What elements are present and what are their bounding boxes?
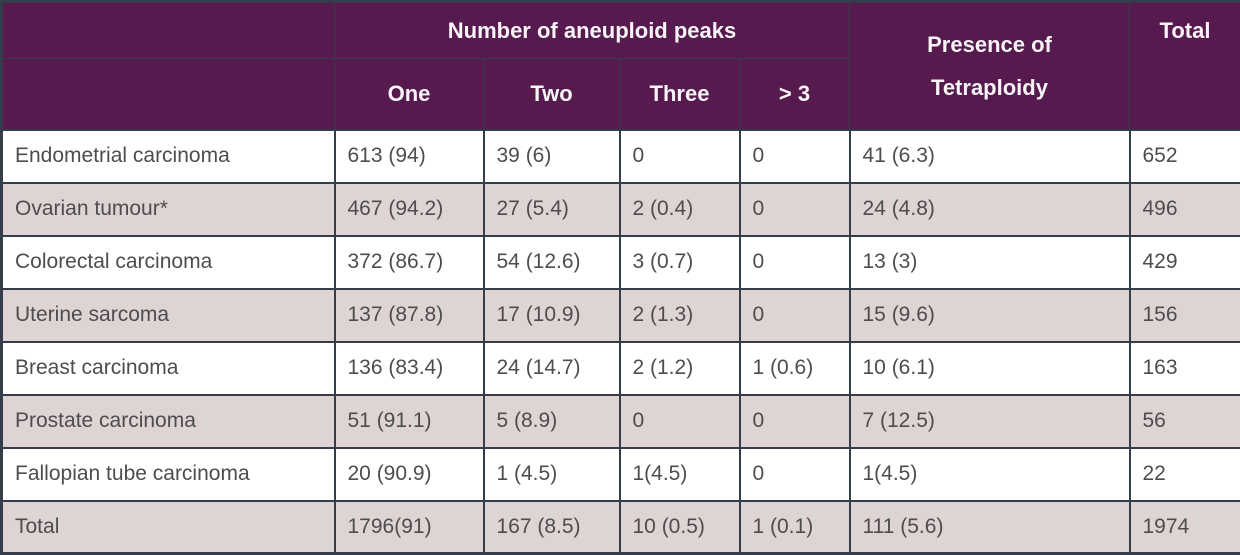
row-label-cell: Ovarian tumour* — [0, 181, 336, 237]
tetraploidy-cell: 10 (6.1) — [848, 340, 1131, 396]
peaks-one-cell: 467 (94.2) — [333, 181, 485, 237]
table-header: Number of aneuploid peaks Presence of Te… — [1, 1, 1240, 130]
total-cell: 22 — [1128, 446, 1240, 502]
header-sub-one: One — [334, 58, 484, 130]
table-row: Fallopian tube carcinoma 20 (90.9) 1 (4.… — [0, 446, 1240, 502]
peaks-three-cell: 1(4.5) — [618, 446, 741, 502]
peaks-three-cell: 3 (0.7) — [618, 234, 741, 290]
row-label-cell: Breast carcinoma — [0, 340, 336, 396]
peaks-three-cell: 10 (0.5) — [618, 499, 741, 555]
peaks-gt3-cell: 1 (0.1) — [738, 499, 851, 555]
total-cell: 156 — [1128, 287, 1240, 343]
table-row: Breast carcinoma 136 (83.4) 24 (14.7) 2 … — [0, 340, 1240, 396]
peaks-three-cell: 2 (1.3) — [618, 287, 741, 343]
peaks-two-cell: 39 (6) — [482, 128, 621, 184]
presence-line-1: Presence of — [927, 31, 1052, 57]
presence-line-2: Tetraploidy — [931, 74, 1048, 100]
table-row: Total 1796(91) 167 (8.5) 10 (0.5) 1 (0.1… — [0, 499, 1240, 555]
total-cell: 429 — [1128, 234, 1240, 290]
table-row: Prostate carcinoma 51 (91.1) 5 (8.9) 0 0… — [0, 393, 1240, 449]
header-group-aneuploid-peaks: Number of aneuploid peaks — [334, 1, 850, 59]
table-row: Uterine sarcoma 137 (87.8) 17 (10.9) 2 (… — [0, 287, 1240, 343]
header-presence-of-tetraploidy: Presence of Tetraploidy — [849, 1, 1130, 130]
tetraploidy-cell: 7 (12.5) — [848, 393, 1131, 449]
tetraploidy-cell: 111 (5.6) — [848, 499, 1131, 555]
peaks-three-cell: 0 — [618, 393, 741, 449]
peaks-one-cell: 613 (94) — [333, 128, 485, 184]
total-cell: 496 — [1128, 181, 1240, 237]
row-label-cell: Prostate carcinoma — [0, 393, 336, 449]
header-corner-cell-2 — [1, 58, 335, 130]
header-total: Total — [1129, 1, 1240, 130]
peaks-one-cell: 136 (83.4) — [333, 340, 485, 396]
peaks-gt3-cell: 0 — [738, 234, 851, 290]
table-row: Ovarian tumour* 467 (94.2) 27 (5.4) 2 (0… — [0, 181, 1240, 237]
peaks-one-cell: 1796(91) — [333, 499, 485, 555]
peaks-gt3-cell: 0 — [738, 181, 851, 237]
header-sub-two: Two — [483, 58, 620, 130]
peaks-three-cell: 0 — [618, 128, 741, 184]
peaks-two-cell: 24 (14.7) — [482, 340, 621, 396]
peaks-gt3-cell: 0 — [738, 128, 851, 184]
header-row-sub: One Two Three > 3 — [1, 58, 1240, 130]
tetraploidy-cell: 24 (4.8) — [848, 181, 1131, 237]
tetraploidy-cell: 15 (9.6) — [848, 287, 1131, 343]
peaks-two-cell: 167 (8.5) — [482, 499, 621, 555]
peaks-gt3-cell: 1 (0.6) — [738, 340, 851, 396]
header-corner-cell — [1, 1, 335, 59]
peaks-two-cell: 1 (4.5) — [482, 446, 621, 502]
row-label-cell: Uterine sarcoma — [0, 287, 336, 343]
peaks-gt3-cell: 0 — [738, 393, 851, 449]
table-row: Endometrial carcinoma 613 (94) 39 (6) 0 … — [0, 128, 1240, 184]
header-sub-three: Three — [619, 58, 740, 130]
row-label-cell: Endometrial carcinoma — [0, 128, 336, 184]
tetraploidy-cell: 1(4.5) — [848, 446, 1131, 502]
peaks-two-cell: 54 (12.6) — [482, 234, 621, 290]
peaks-one-cell: 20 (90.9) — [333, 446, 485, 502]
row-label-cell: Fallopian tube carcinoma — [0, 446, 336, 502]
peaks-one-cell: 51 (91.1) — [333, 393, 485, 449]
total-cell: 56 — [1128, 393, 1240, 449]
row-label-cell: Colorectal carcinoma — [0, 234, 336, 290]
header-sub-gt3: > 3 — [739, 58, 850, 130]
total-cell: 652 — [1128, 128, 1240, 184]
total-cell: 1974 — [1128, 499, 1240, 555]
peaks-one-cell: 372 (86.7) — [333, 234, 485, 290]
tetraploidy-cell: 13 (3) — [848, 234, 1131, 290]
tetraploidy-cell: 41 (6.3) — [848, 128, 1131, 184]
peaks-two-cell: 27 (5.4) — [482, 181, 621, 237]
peaks-gt3-cell: 0 — [738, 287, 851, 343]
peaks-two-cell: 17 (10.9) — [482, 287, 621, 343]
peaks-three-cell: 2 (1.2) — [618, 340, 741, 396]
peaks-gt3-cell: 0 — [738, 446, 851, 502]
table-row: Colorectal carcinoma 372 (86.7) 54 (12.6… — [0, 234, 1240, 290]
table-body: Endometrial carcinoma 613 (94) 39 (6) 0 … — [0, 128, 1240, 555]
total-cell: 163 — [1128, 340, 1240, 396]
peaks-three-cell: 2 (0.4) — [618, 181, 741, 237]
peaks-two-cell: 5 (8.9) — [482, 393, 621, 449]
header-row-group: Number of aneuploid peaks Presence of Te… — [1, 1, 1240, 130]
peaks-one-cell: 137 (87.8) — [333, 287, 485, 343]
row-label-cell: Total — [0, 499, 336, 555]
